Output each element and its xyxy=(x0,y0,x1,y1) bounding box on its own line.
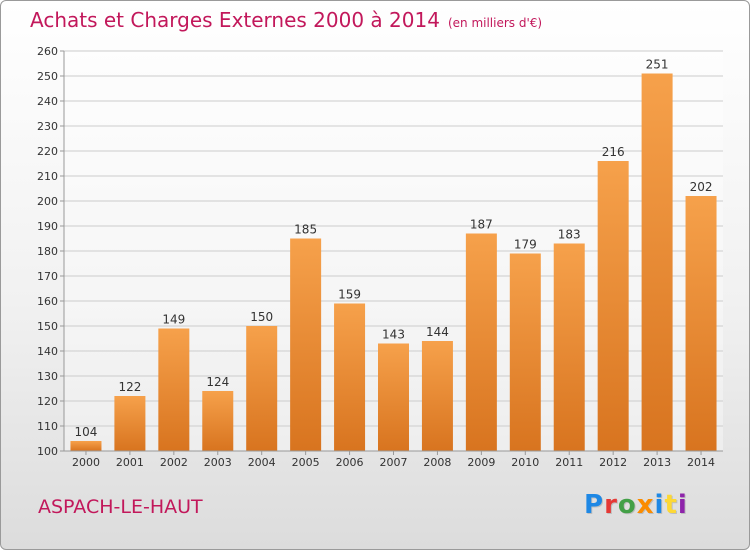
y-tick-label: 190 xyxy=(37,220,58,233)
bar xyxy=(158,328,190,451)
bar-value-label: 150 xyxy=(250,310,273,324)
bar xyxy=(334,303,366,451)
proxiti-logo[interactable]: Proxiti xyxy=(584,490,688,520)
bar xyxy=(290,238,322,451)
bar-value-label: 216 xyxy=(602,145,625,159)
y-tick-label: 140 xyxy=(37,345,58,358)
y-tick-label: 210 xyxy=(37,170,58,183)
x-tick-label: 2013 xyxy=(643,456,671,469)
y-tick-label: 230 xyxy=(37,120,58,133)
x-tick-label: 2011 xyxy=(555,456,583,469)
x-tick-label: 2010 xyxy=(511,456,539,469)
bar xyxy=(378,343,409,451)
y-tick-label: 150 xyxy=(37,320,58,333)
bar-value-label: 185 xyxy=(294,223,317,237)
bar-value-label: 104 xyxy=(75,425,98,439)
bar-value-label: 187 xyxy=(470,218,493,232)
bar xyxy=(70,441,102,451)
bar xyxy=(465,233,497,451)
bar xyxy=(685,196,717,451)
y-tick-label: 180 xyxy=(37,245,58,258)
commune-name: ASPACH-LE-HAUT xyxy=(38,496,203,518)
y-tick-label: 130 xyxy=(37,370,58,383)
y-tick-label: 240 xyxy=(37,95,58,108)
bar xyxy=(641,73,673,451)
logo-letter: i xyxy=(654,490,665,520)
y-tick-label: 100 xyxy=(37,445,58,458)
bar-value-label: 143 xyxy=(382,328,405,342)
y-tick-label: 110 xyxy=(37,420,58,433)
bar xyxy=(202,391,234,451)
y-tick-label: 160 xyxy=(37,295,58,308)
x-tick-label: 2014 xyxy=(687,456,715,469)
bar xyxy=(509,253,541,451)
logo-letter: o xyxy=(617,490,637,520)
axes: 100 110 120 130 140 150 160 170 180 190 200 210 220 2… xyxy=(37,45,723,469)
bar-value-label: 144 xyxy=(426,325,449,339)
logo-letter: r xyxy=(604,490,618,520)
chart-title-text: Achats et Charges Externes 2000 à 2014 xyxy=(30,8,440,32)
x-tick-label: 2005 xyxy=(292,456,320,469)
bar-value-label: 251 xyxy=(646,58,669,72)
x-tick-label: 2004 xyxy=(248,456,276,469)
bar-value-label: 122 xyxy=(118,380,141,394)
logo-letter: i xyxy=(677,490,688,520)
x-tick-label: 2012 xyxy=(599,456,627,469)
logo-letter: x xyxy=(636,490,655,520)
bar xyxy=(246,326,278,451)
bar-value-label: 179 xyxy=(514,238,537,252)
x-tick-label: 2001 xyxy=(116,456,144,469)
x-tick-label: 2003 xyxy=(204,456,232,469)
bar-value-label: 159 xyxy=(338,288,361,302)
x-tick-label: 2009 xyxy=(467,456,495,469)
chart-subtitle: (en milliers d'€) xyxy=(447,16,543,30)
bar xyxy=(421,341,453,451)
bar-value-label: 183 xyxy=(558,228,581,242)
logo-letter: P xyxy=(584,490,605,520)
bar xyxy=(114,396,146,451)
x-tick-label: 2007 xyxy=(380,456,408,469)
logo-letter: t xyxy=(664,490,678,520)
bar-value-label: 202 xyxy=(690,180,713,194)
y-tick-label: 170 xyxy=(37,270,58,283)
chart-title: Achats et Charges Externes 2000 à 2014 (e… xyxy=(30,8,542,32)
y-tick-label: 260 xyxy=(37,45,58,58)
bar-value-label: 149 xyxy=(162,313,185,327)
bar xyxy=(597,161,629,451)
bar xyxy=(553,243,585,451)
x-tick-label: 2008 xyxy=(423,456,451,469)
bar-value-label: 124 xyxy=(206,375,229,389)
y-tick-label: 200 xyxy=(37,195,58,208)
x-tick-label: 2002 xyxy=(160,456,188,469)
x-tick-label: 2000 xyxy=(72,456,100,469)
x-tick-label: 2006 xyxy=(336,456,364,469)
y-tick-label: 120 xyxy=(37,395,58,408)
y-tick-label: 250 xyxy=(37,70,58,83)
y-tick-label: 220 xyxy=(37,145,58,158)
bars: 104 122 149 124 150 185 159 143 144 187 179 183 216 2… xyxy=(70,58,717,451)
